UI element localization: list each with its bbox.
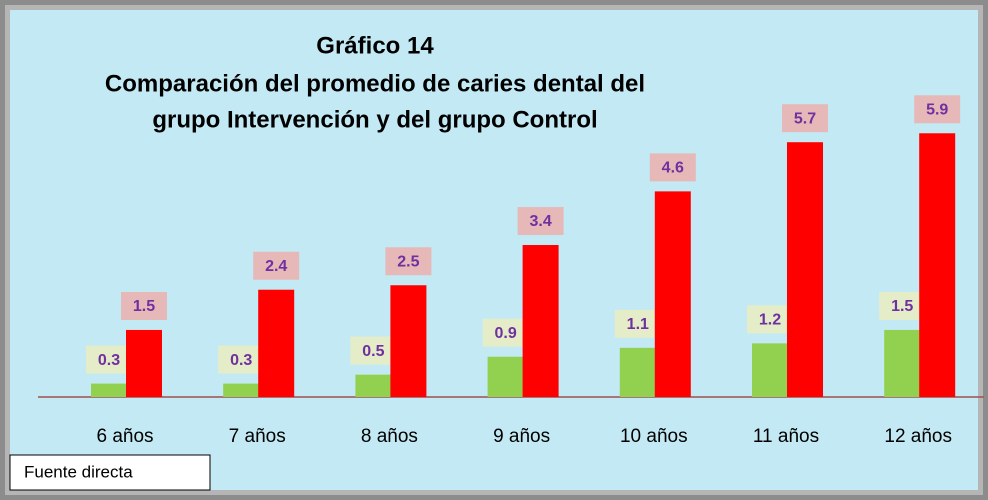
- bar: [355, 374, 392, 397]
- bar: [919, 133, 956, 397]
- chart-subtitle: grupo Intervención y del grupo Control: [152, 106, 597, 133]
- source-box: [9, 454, 211, 491]
- x-tick-label: 8 años: [361, 426, 418, 447]
- data-label: 0.9: [494, 325, 516, 342]
- data-label-box: [517, 207, 564, 236]
- data-label-box: [385, 247, 432, 276]
- bar: [487, 356, 524, 397]
- bar: [619, 347, 656, 397]
- data-label-box: [482, 318, 529, 347]
- data-label: 3.4: [529, 213, 551, 230]
- bar: [787, 142, 823, 397]
- data-label-box: [614, 309, 661, 338]
- data-label-box: [350, 336, 397, 365]
- data-label: 2.5: [397, 253, 419, 270]
- bar: [258, 289, 295, 397]
- data-label: 1.1: [627, 316, 649, 333]
- data-label-box: [86, 345, 132, 374]
- bar: [654, 191, 691, 397]
- data-label: 0.3: [98, 352, 120, 369]
- data-label-box: [747, 305, 793, 334]
- bar: [126, 329, 162, 397]
- data-label-box: [649, 153, 696, 182]
- data-label-box: [253, 251, 300, 280]
- data-label-box: [218, 345, 265, 374]
- bar: [752, 343, 788, 397]
- data-label-box: [121, 291, 167, 320]
- source-note: Fuente directa: [24, 462, 133, 481]
- data-label: 4.6: [662, 160, 684, 177]
- data-label: 5.9: [926, 101, 948, 118]
- bar: [884, 329, 921, 397]
- bar: [91, 383, 127, 397]
- data-label: 0.3: [230, 352, 252, 369]
- data-label: 1.2: [759, 312, 781, 329]
- x-tick-label: 7 años: [229, 426, 286, 447]
- data-label: 1.5: [133, 298, 155, 315]
- x-tick-label: 12 años: [884, 426, 952, 447]
- data-label-box: [879, 291, 926, 320]
- x-tick-label: 9 años: [493, 426, 550, 447]
- bar: [223, 383, 260, 397]
- x-tick-label: 10 años: [620, 426, 688, 447]
- x-tick-label: 6 años: [96, 426, 153, 447]
- bar: [522, 245, 559, 397]
- chart-title: Gráfico 14: [316, 32, 434, 59]
- chart-subtitle: Comparación del promedio de caries denta…: [105, 70, 645, 97]
- data-label: 0.5: [362, 343, 384, 360]
- data-label: 2.4: [265, 258, 287, 275]
- x-tick-label: 11 años: [753, 426, 819, 447]
- data-label: 5.7: [794, 110, 816, 127]
- data-label: 1.5: [891, 298, 913, 315]
- data-label-box: [914, 95, 961, 124]
- bar: [390, 285, 427, 397]
- data-label-box: [782, 104, 828, 133]
